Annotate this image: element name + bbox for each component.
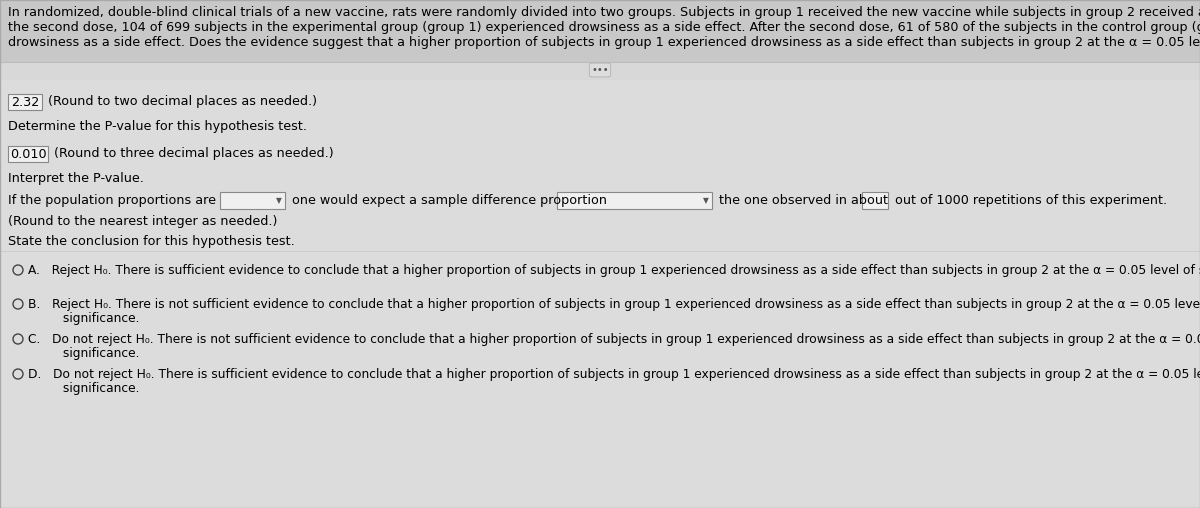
Text: the one observed in about: the one observed in about <box>715 194 888 207</box>
Text: the second dose, 104 of 699 subjects in the experimental group (group 1) experie: the second dose, 104 of 699 subjects in … <box>8 21 1200 34</box>
Text: ▼: ▼ <box>276 196 282 205</box>
Bar <box>220 192 286 209</box>
Text: significance.: significance. <box>28 382 139 395</box>
Bar <box>557 192 712 209</box>
Text: ▼: ▼ <box>703 196 709 205</box>
Text: (Round to three decimal places as needed.): (Round to three decimal places as needed… <box>50 147 334 160</box>
Text: A.   Reject H₀. There is sufficient evidence to conclude that a higher proportio: A. Reject H₀. There is sufficient eviden… <box>28 264 1200 277</box>
Text: C.   Do not reject H₀. There is not sufficient evidence to conclude that a highe: C. Do not reject H₀. There is not suffic… <box>28 333 1200 346</box>
Text: significance.: significance. <box>28 312 139 325</box>
Text: •••: ••• <box>592 65 608 75</box>
Bar <box>0 62 1200 63</box>
Bar <box>0 80 1200 508</box>
Text: significance.: significance. <box>28 347 139 360</box>
Text: 2.32: 2.32 <box>11 96 40 109</box>
Text: out of 1000 repetitions of this experiment.: out of 1000 repetitions of this experime… <box>890 194 1168 207</box>
Bar <box>8 94 42 110</box>
Text: Determine the P-value for this hypothesis test.: Determine the P-value for this hypothesi… <box>8 120 307 133</box>
Text: one would expect a sample difference proportion: one would expect a sample difference pro… <box>288 194 607 207</box>
Text: In randomized, double-blind clinical trials of a new vaccine, rats were randomly: In randomized, double-blind clinical tri… <box>8 6 1200 19</box>
Bar <box>862 192 888 209</box>
Text: drowsiness as a side effect. Does the evidence suggest that a higher proportion : drowsiness as a side effect. Does the ev… <box>8 36 1200 49</box>
Text: B.   Reject H₀. There is not sufficient evidence to conclude that a higher propo: B. Reject H₀. There is not sufficient ev… <box>28 298 1200 311</box>
Text: 0.010: 0.010 <box>10 147 47 161</box>
Bar <box>0 0 1200 62</box>
Text: D.   Do not reject H₀. There is sufficient evidence to conclude that a higher pr: D. Do not reject H₀. There is sufficient… <box>28 368 1200 381</box>
Text: If the population proportions are: If the population proportions are <box>8 194 216 207</box>
Bar <box>8 146 48 162</box>
Text: State the conclusion for this hypothesis test.: State the conclusion for this hypothesis… <box>8 235 295 248</box>
Text: (Round to two decimal places as needed.): (Round to two decimal places as needed.) <box>44 95 317 108</box>
Text: Interpret the P-value.: Interpret the P-value. <box>8 172 144 185</box>
Text: (Round to the nearest integer as needed.): (Round to the nearest integer as needed.… <box>8 215 277 228</box>
